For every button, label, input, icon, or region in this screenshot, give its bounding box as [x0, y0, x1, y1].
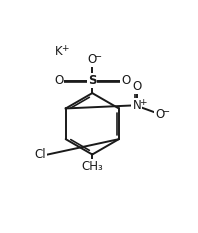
Text: O: O	[88, 53, 97, 66]
Text: −: −	[94, 51, 102, 62]
Text: +: +	[61, 44, 68, 53]
Text: N: N	[132, 99, 141, 112]
Text: Cl: Cl	[34, 148, 46, 161]
Text: O: O	[132, 80, 141, 93]
Text: +: +	[139, 98, 146, 107]
Text: −: −	[162, 107, 170, 117]
Text: O: O	[121, 74, 131, 87]
Text: O: O	[54, 74, 63, 87]
Text: S: S	[88, 74, 96, 87]
Text: CH₃: CH₃	[81, 160, 103, 173]
Text: O: O	[155, 108, 164, 121]
Text: K: K	[55, 45, 62, 58]
